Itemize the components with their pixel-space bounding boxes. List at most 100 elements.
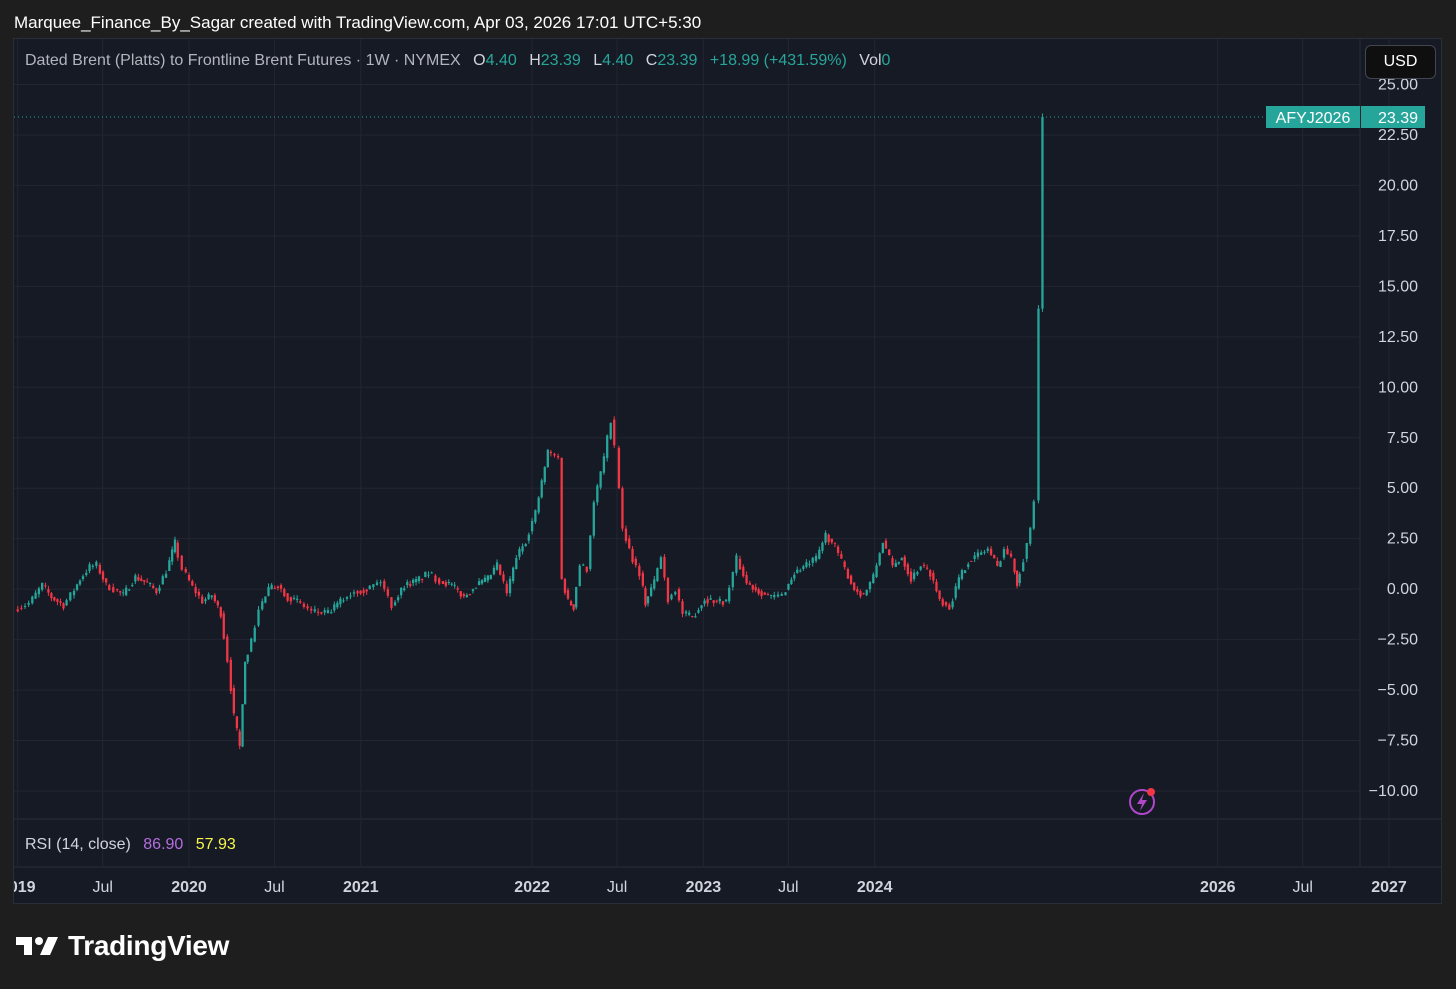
candle-body [283, 589, 286, 597]
candle-body [742, 566, 745, 577]
candle-body [546, 449, 549, 468]
candle [88, 562, 91, 574]
candle-body [201, 596, 204, 604]
candle [238, 728, 241, 750]
candle-body [187, 575, 191, 581]
candle-body [986, 548, 989, 551]
candle-body [925, 567, 929, 569]
candle [116, 588, 119, 592]
candle [894, 559, 897, 568]
x-tick-label: 2021 [343, 879, 379, 896]
candle-body [684, 611, 688, 614]
candle-body [653, 579, 656, 589]
candle [65, 598, 68, 606]
candle-body [700, 605, 703, 609]
close-value: 23.39 [657, 52, 698, 69]
candle-body [164, 573, 168, 578]
candle [582, 563, 585, 567]
candle [549, 449, 553, 457]
candle [644, 585, 647, 608]
candle [125, 585, 128, 597]
tradingview-logo[interactable]: TradingView [16, 930, 229, 962]
candle-body [184, 568, 187, 573]
candle [735, 553, 738, 576]
candle [16, 605, 19, 613]
candle [721, 600, 725, 607]
candle [164, 570, 168, 579]
candle [681, 598, 684, 618]
candle [283, 587, 286, 598]
candle [131, 582, 134, 587]
candle [180, 554, 183, 572]
candle-body [631, 548, 634, 563]
candle [862, 592, 865, 595]
chart-panel[interactable]: 25.00 22.50 20.00 17.50 15.00 12.50 10.00 7.50 5… [13, 38, 1442, 904]
candle-body [878, 553, 881, 565]
change-value: +18.99 (+431.59%) [709, 52, 847, 69]
candle [653, 575, 656, 591]
candle [666, 576, 670, 605]
candle [963, 569, 967, 574]
candle-body [670, 594, 673, 600]
y-tick-label: −7.50 [1378, 733, 1419, 750]
candle-body [140, 578, 143, 581]
candle-body [146, 581, 149, 583]
candle [846, 567, 850, 579]
candle-body [872, 574, 875, 584]
candle-body [1009, 553, 1013, 557]
symbol-title[interactable]: Dated Brent (Platts) to Frontline Brent … [25, 52, 461, 69]
candle-body [276, 586, 280, 589]
candle [62, 602, 65, 611]
candle [833, 542, 837, 548]
candle [191, 579, 194, 587]
candle-body [646, 596, 650, 604]
candle [140, 575, 143, 582]
candle-body [505, 583, 508, 594]
candle-body [1029, 527, 1032, 544]
candle [85, 569, 88, 577]
candle-body [596, 485, 599, 503]
low-label: L [593, 52, 603, 69]
candle [909, 568, 913, 585]
candle-body [313, 609, 316, 612]
candle-body [697, 610, 700, 613]
candle [776, 591, 780, 598]
candle-body [606, 435, 609, 458]
lightning-icon [1129, 788, 1155, 815]
candle [477, 578, 481, 586]
candle-body [471, 589, 475, 592]
y-tick-label: 2.50 [1387, 531, 1418, 548]
candle-body [372, 584, 375, 588]
candle-body [793, 574, 796, 579]
candle [434, 573, 437, 584]
candle-body [884, 540, 888, 549]
currency-button[interactable]: USD [1365, 45, 1436, 79]
candle-body [207, 594, 210, 600]
candle [970, 560, 973, 562]
candle-body [1015, 570, 1019, 586]
candle [773, 591, 776, 600]
candle [853, 582, 856, 592]
candle [235, 716, 239, 731]
candle [563, 577, 567, 596]
price-chart[interactable]: 25.00 22.50 20.00 17.50 15.00 12.50 10.00 7.50 5… [14, 39, 1442, 904]
candle [728, 584, 731, 604]
candle [226, 634, 229, 664]
candle-body [572, 604, 575, 610]
candle-body [976, 552, 980, 557]
candle-body [168, 560, 171, 571]
candle-body [644, 588, 647, 606]
candle [345, 596, 349, 601]
candle-body [302, 603, 306, 607]
candle [530, 517, 534, 535]
candle-body [365, 589, 368, 592]
rsi-legend[interactable]: RSI (14, close) 86.90 57.93 [25, 836, 236, 854]
candle [31, 595, 34, 605]
candle [738, 555, 742, 570]
candle [745, 571, 748, 585]
candle-body [843, 561, 846, 568]
candle-body [393, 602, 397, 606]
candle [270, 582, 273, 590]
candle-body [585, 566, 588, 572]
candle-body [912, 572, 916, 580]
